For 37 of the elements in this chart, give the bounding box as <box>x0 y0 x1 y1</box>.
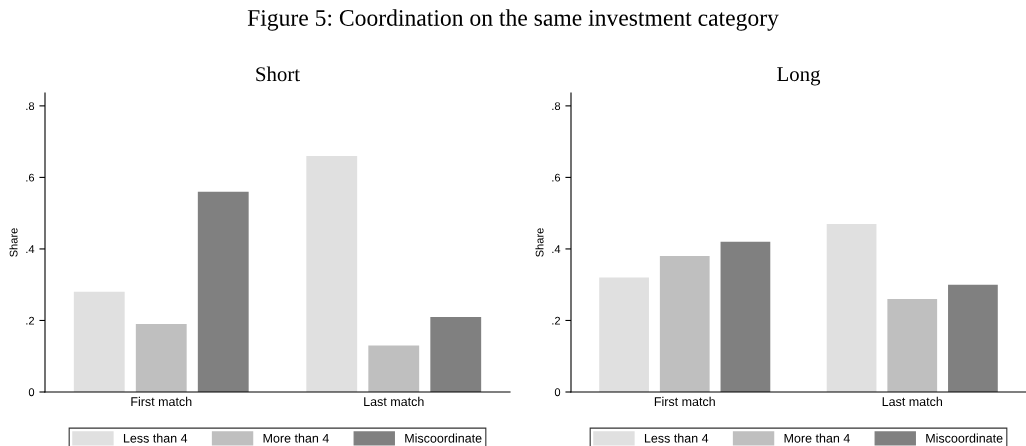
y-tick-label: .2 <box>552 316 561 325</box>
chart-subtitle: Long <box>777 67 821 86</box>
y-axis-title: Share <box>9 228 18 257</box>
x-tick-label: First match <box>654 396 715 407</box>
bar <box>948 284 998 392</box>
bar <box>826 223 877 392</box>
bar <box>659 256 710 392</box>
bar <box>368 345 420 392</box>
x-tick-label: Last match <box>364 396 424 407</box>
legend-label: Miscoordinate <box>926 433 1003 443</box>
bar <box>135 324 187 392</box>
y-axis-title: Share <box>535 228 544 257</box>
legend-label: More than 4 <box>263 433 329 443</box>
y-tick-label: .4 <box>26 245 35 253</box>
bar <box>720 241 771 392</box>
y-tick-label: 0 <box>28 388 35 397</box>
y-tick-label: .6 <box>26 173 35 182</box>
bar <box>73 291 125 392</box>
legend-label: More than 4 <box>784 433 850 443</box>
bar <box>430 316 482 392</box>
y-tick-label: .8 <box>552 102 561 111</box>
y-tick-label: .8 <box>26 102 35 111</box>
x-tick-label: First match <box>131 396 192 407</box>
y-tick-label: 0 <box>554 388 561 397</box>
chart-subtitle: Short <box>256 66 300 82</box>
y-tick-label: .4 <box>552 245 561 253</box>
chart-title: Figure 5: Coordination on the same investment category <box>247 9 779 31</box>
bar <box>887 299 938 392</box>
legend-label: Less than 4 <box>123 433 188 443</box>
x-tick-label: Last match <box>882 396 943 407</box>
bar <box>306 155 358 392</box>
y-tick-label: .6 <box>552 173 561 182</box>
legend-label: Miscoordinate <box>405 433 482 443</box>
legend-label: Less than 4 <box>644 433 709 443</box>
bar <box>197 191 249 392</box>
bar <box>599 277 649 392</box>
y-tick-label: .2 <box>26 316 35 325</box>
